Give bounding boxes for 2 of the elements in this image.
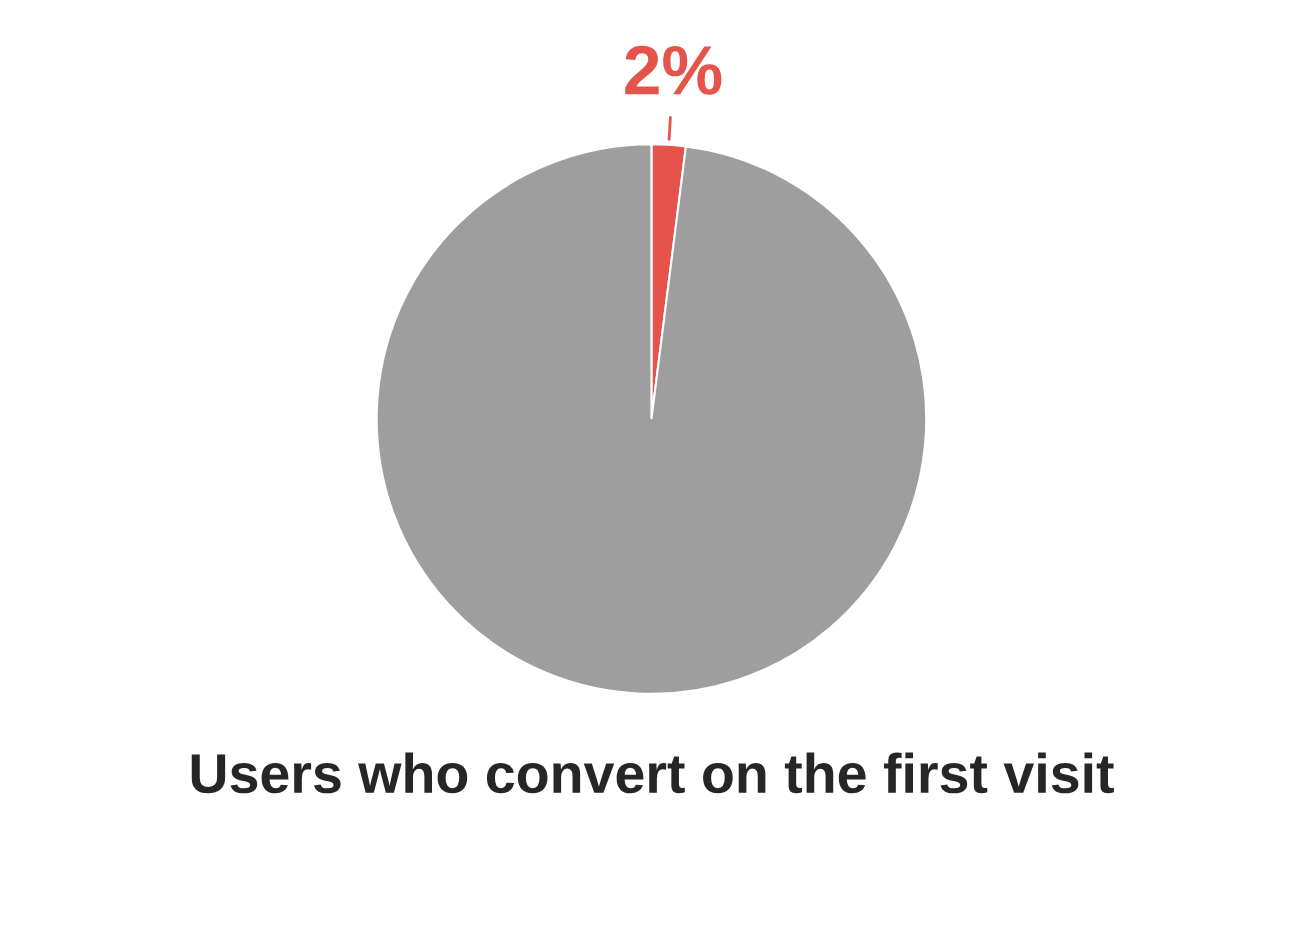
text: Users who convert on the first visit [191,752,1114,794]
data-label: 2% [625,45,722,95]
